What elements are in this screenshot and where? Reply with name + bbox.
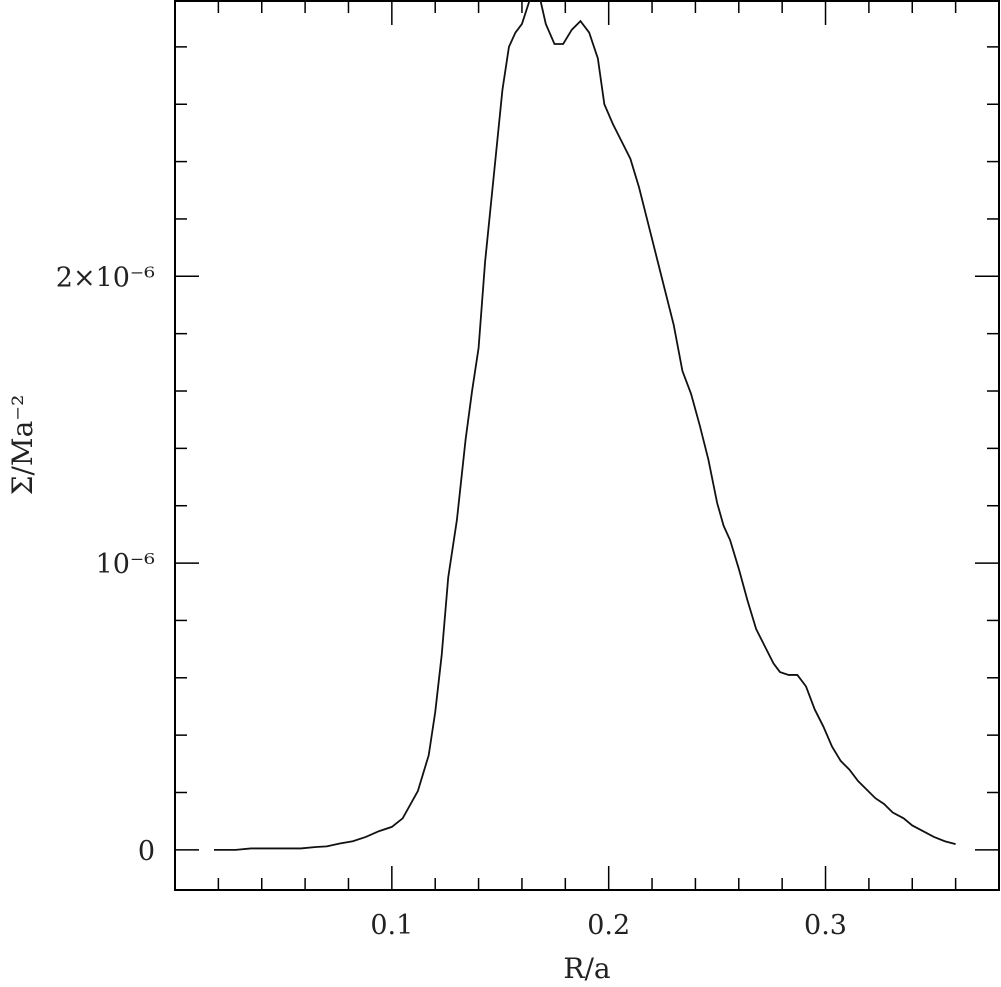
series-line — [214, 0, 956, 851]
tick-labels: 0.1 0.2 0.3 0 10⁻⁶ 2×10⁻⁶ — [56, 262, 847, 941]
y-axis-label: Σ/Ma⁻² — [6, 395, 39, 496]
y-tick-label: 10⁻⁶ — [96, 549, 156, 580]
x-tick-label: 0.2 — [587, 910, 630, 941]
x-tick-label: 0.3 — [804, 910, 847, 941]
x-tick-label: 0.1 — [370, 910, 413, 941]
y-tick-label: 0 — [138, 836, 155, 867]
x-axis-label: R/a — [563, 952, 610, 985]
plot-frame — [174, 0, 1000, 891]
y-tick-label: 2×10⁻⁶ — [56, 262, 155, 293]
major-ticks — [175, 1, 999, 890]
minor-ticks — [174, 1, 1000, 890]
